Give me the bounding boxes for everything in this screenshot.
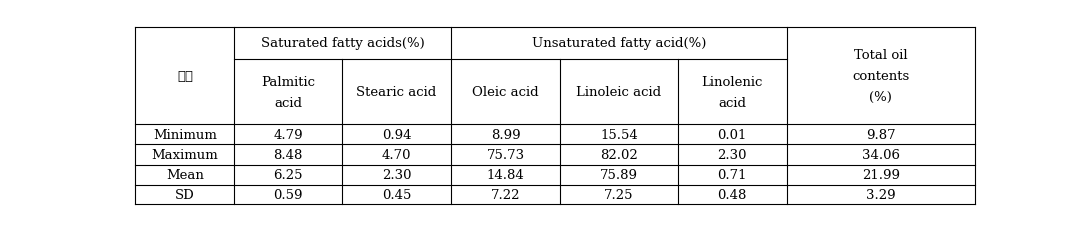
Text: 75.89: 75.89 (600, 169, 638, 182)
Text: Total oil
contents
(%): Total oil contents (%) (852, 49, 910, 103)
Text: 3.29: 3.29 (866, 188, 896, 201)
Text: Saturated fatty acids(%): Saturated fatty acids(%) (261, 37, 425, 50)
Text: 6.25: 6.25 (273, 169, 303, 182)
Text: Mean: Mean (166, 169, 204, 182)
Text: 4.79: 4.79 (273, 128, 303, 141)
Text: 9.87: 9.87 (866, 128, 896, 141)
Text: 14.84: 14.84 (486, 169, 524, 182)
Text: Unsaturated fatty acid(%): Unsaturated fatty acid(%) (532, 37, 706, 50)
Text: 34.06: 34.06 (862, 148, 900, 161)
Text: 0.71: 0.71 (717, 169, 747, 182)
Text: Stearic acid: Stearic acid (356, 86, 436, 99)
Text: Linolenic
acid: Linolenic acid (702, 75, 762, 109)
Text: 0.48: 0.48 (717, 188, 747, 201)
Text: 82.02: 82.02 (600, 148, 638, 161)
Text: Oleic acid: Oleic acid (472, 86, 539, 99)
Text: 21.99: 21.99 (862, 169, 900, 182)
Text: 4.70: 4.70 (381, 148, 412, 161)
Text: Maximum: Maximum (152, 148, 219, 161)
Text: 0.01: 0.01 (717, 128, 747, 141)
Text: 구분: 구분 (177, 69, 193, 82)
Text: 8.99: 8.99 (491, 128, 520, 141)
Text: Palmitic
acid: Palmitic acid (261, 75, 315, 109)
Text: Linoleic acid: Linoleic acid (576, 86, 662, 99)
Text: 0.59: 0.59 (273, 188, 303, 201)
Text: 2.30: 2.30 (717, 148, 747, 161)
Text: 2.30: 2.30 (381, 169, 412, 182)
Text: 0.45: 0.45 (381, 188, 412, 201)
Text: 15.54: 15.54 (600, 128, 638, 141)
Text: 8.48: 8.48 (273, 148, 303, 161)
Text: SD: SD (175, 188, 195, 201)
Text: 7.25: 7.25 (604, 188, 634, 201)
Text: Minimum: Minimum (153, 128, 217, 141)
Text: 7.22: 7.22 (491, 188, 520, 201)
Text: 75.73: 75.73 (486, 148, 524, 161)
Text: 0.94: 0.94 (381, 128, 412, 141)
